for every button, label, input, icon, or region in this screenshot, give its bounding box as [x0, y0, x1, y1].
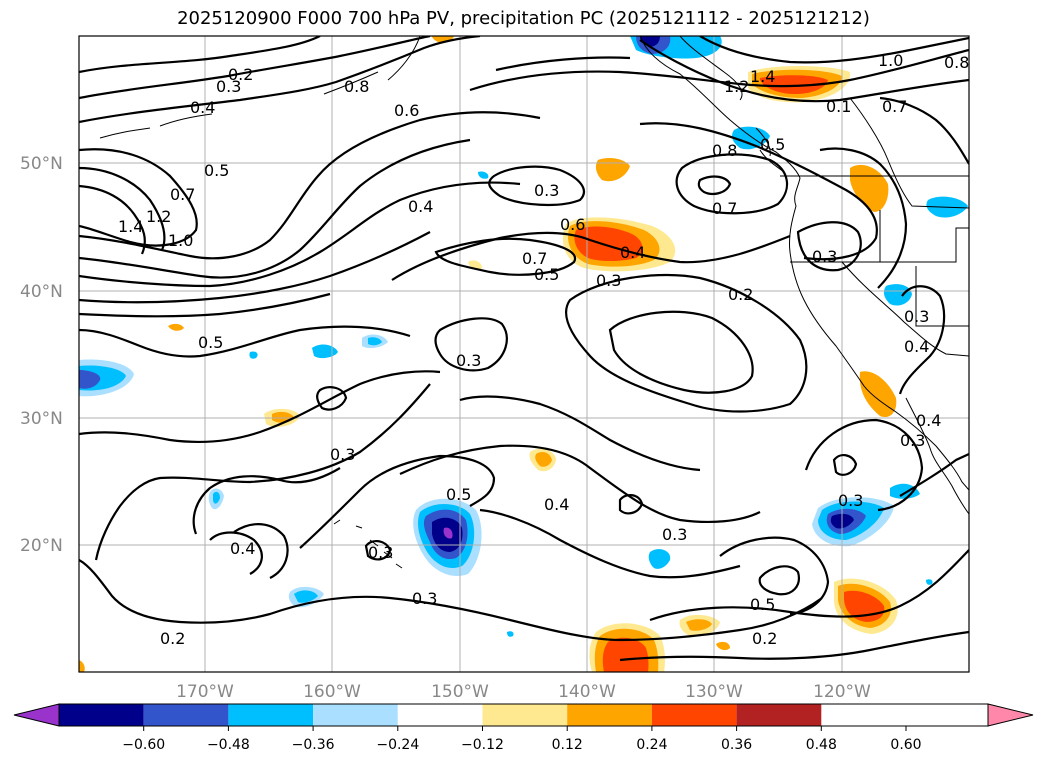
- colorbar-tick-label: −0.24: [376, 737, 419, 753]
- contour-label: 0.8: [344, 77, 369, 96]
- contour-label: 0.1: [826, 97, 851, 116]
- contour-label: 0.2: [160, 629, 185, 648]
- lat-label: 20°N: [20, 536, 63, 556]
- contour-label: 0.4: [620, 243, 645, 262]
- contour-label: 0.3: [838, 491, 863, 510]
- contour-label: 0.2: [228, 65, 253, 84]
- contour-label: 0.4: [544, 495, 569, 514]
- map-frame: [78, 35, 970, 673]
- colorbar-swatch: [651, 704, 737, 726]
- colorbar-extend-low: [13, 703, 60, 727]
- contour-label: 1.4: [750, 67, 775, 86]
- positive-anomaly-central: [562, 217, 676, 272]
- contour-label: 0.2: [752, 629, 777, 648]
- negative-anomaly-east: [812, 483, 920, 547]
- colorbar-tick-label: 0.24: [636, 737, 667, 753]
- contour-label: 0.3: [596, 271, 621, 290]
- contour-label: 0.3: [904, 307, 929, 326]
- contour-label: 1.0: [878, 51, 903, 70]
- colorbar-tick-label: −0.60: [122, 737, 165, 753]
- contour-label: 0.2: [728, 285, 753, 304]
- contour-label: 1.0: [168, 231, 193, 250]
- lon-label: 170°W: [176, 682, 234, 702]
- contour-label: 0.5: [446, 485, 471, 504]
- lat-label: 30°N: [20, 409, 63, 429]
- contour-label: 1.4: [118, 217, 143, 236]
- lon-label: 150°W: [431, 682, 489, 702]
- contour-label: 0.3: [368, 543, 393, 562]
- contour-label: 0.6: [560, 215, 585, 234]
- colorbar-tick-label: 0.48: [806, 737, 837, 753]
- contour-label: 0.4: [904, 337, 929, 356]
- contour-label: 0.8: [712, 141, 737, 160]
- colorbar-tick-label: 0.12: [552, 737, 583, 753]
- contour-label: 0.5: [760, 135, 785, 154]
- contour-label: 0.5: [198, 333, 223, 352]
- precip-shading: [79, 36, 968, 672]
- colorbar-tick-label: −0.12: [461, 737, 504, 753]
- contour-label: 0.3: [216, 77, 241, 96]
- colorbar-swatch: [397, 704, 483, 726]
- contour-label: 0.3: [662, 525, 687, 544]
- positive-anomaly-small: [79, 36, 730, 672]
- colorbar-swatch: [482, 704, 568, 726]
- contour-label: 0.3: [812, 247, 837, 266]
- colorbar-swatch: [59, 704, 144, 726]
- contour-label: 0.3: [412, 589, 437, 608]
- colorbar-swatch: [736, 704, 822, 726]
- chart-title: 2025120900 F000 700 hPa PV, precipitatio…: [177, 8, 870, 29]
- contour-label: 0.6: [394, 101, 419, 120]
- contour-label: 0.5: [750, 595, 775, 614]
- latitude-labels: 50°N 40°N 30°N 20°N: [20, 154, 63, 556]
- colorbar-swatch: [143, 704, 229, 726]
- contour-label: 0.3: [456, 351, 481, 370]
- contour-label: 1.2: [146, 207, 171, 226]
- colorbar-extend-high: [987, 703, 1034, 727]
- lon-label: 130°W: [685, 682, 743, 702]
- contour-label: 0.8: [944, 53, 969, 72]
- lat-label: 50°N: [20, 154, 63, 174]
- positive-anomaly-north: [595, 66, 897, 418]
- colorbar: −0.60 −0.48 −0.36 −0.24 −0.12 0.12 0.24 …: [13, 703, 1034, 753]
- contour-label: 0.3: [330, 445, 355, 464]
- colorbar-tick-label: 0.36: [721, 737, 752, 753]
- contour-label: 0.4: [408, 197, 433, 216]
- contour-label: 0.4: [916, 411, 941, 430]
- colorbar-tick-labels: −0.60 −0.48 −0.36 −0.24 −0.12 0.12 0.24 …: [122, 737, 921, 753]
- coastlines: [99, 36, 969, 569]
- colorbar-tick-label: −0.36: [292, 737, 335, 753]
- contour-label: 0.3: [900, 431, 925, 450]
- colorbar-swatch: [567, 704, 652, 726]
- lon-label: 120°W: [813, 682, 871, 702]
- contour-label: 0.3: [534, 181, 559, 200]
- contour-label: 0.7: [522, 249, 547, 268]
- colorbar-ticks: [143, 726, 907, 731]
- map-area: [79, 36, 969, 672]
- contour-label: 0.7: [170, 185, 195, 204]
- map-gridlines: [79, 36, 969, 672]
- contour-label: 0.5: [534, 265, 559, 284]
- colorbar-tick-label: −0.48: [207, 737, 250, 753]
- contour-label: 0.7: [712, 199, 737, 218]
- contour-label: 1.2: [724, 77, 749, 96]
- lat-label: 40°N: [20, 282, 63, 302]
- contour-label: 0.5: [204, 161, 229, 180]
- lon-label: 160°W: [303, 682, 361, 702]
- contour-labels: 0.2 0.3 0.4 0.5 0.7 0.8 1.4 1.2 1.0 0.4 …: [118, 51, 969, 648]
- lon-label: 140°W: [558, 682, 616, 702]
- colorbar-swatch: [313, 704, 398, 726]
- contour-label: 0.4: [230, 539, 255, 558]
- contour-label: 0.4: [190, 98, 215, 117]
- colorbar-swatch: [228, 704, 314, 726]
- negative-anomaly-west: [79, 359, 134, 397]
- colorbar-tick-label: 0.60: [890, 737, 921, 753]
- pv-contours: [79, 36, 969, 662]
- colorbar-frame: [58, 703, 989, 727]
- longitude-labels: 170°W 160°W 150°W 140°W 130°W 120°W: [176, 682, 871, 702]
- contour-label: 0.7: [882, 97, 907, 116]
